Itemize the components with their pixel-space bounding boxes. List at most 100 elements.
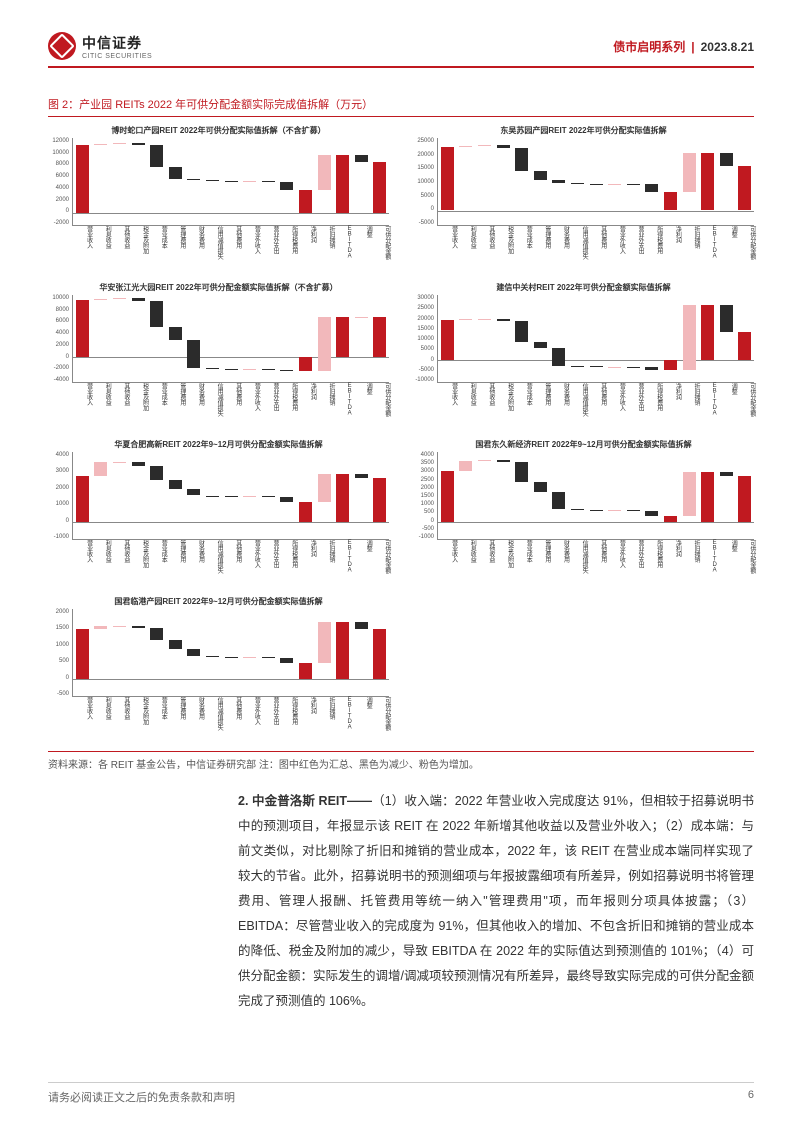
bar [318,317,331,370]
x-axis: 营业收入利息收益其他收益税金及附加营业成本管理费用财务费用信用减值损失其他费用营… [437,540,754,588]
chart-title: 华夏合肥高新REIT 2022年9~12月可供分配金额实际值拆解 [48,439,389,450]
logo-en: CITIC SECURITIES [82,53,152,60]
plot-area [72,452,389,540]
bar [497,145,510,148]
bar [355,155,368,161]
bar [262,181,275,182]
bar [571,509,584,510]
bar [225,496,238,497]
bar [299,357,312,371]
bar [552,348,565,365]
bar [683,472,696,516]
figure-title: 图 2：产业园 REITs 2022 年可供分配金额实际完成值拆解（万元） [48,96,754,117]
bar [355,474,368,478]
bar [169,327,182,339]
bar [336,474,349,522]
bar [627,184,640,185]
bar [738,332,751,361]
bar [459,319,472,320]
bar [571,183,584,184]
chart-title: 国君东久新经济REIT 2022年9~12月可供分配金额实际值拆解 [413,439,754,450]
logo-block: 中信证券 CITIC SECURITIES [48,32,152,60]
bar [459,461,472,471]
y-axis: 40003500300025002000150010005000-500-100… [413,452,437,540]
bar [243,369,256,370]
bar [206,496,219,497]
bar [299,663,312,679]
bar [76,300,89,357]
bar [645,511,658,516]
bar [76,629,89,678]
bar [206,368,219,369]
bar [318,622,331,663]
y-axis: 120001000080006000400020000-2000 [48,138,72,226]
bar [478,145,491,146]
bar [132,143,145,145]
plot-area [437,295,754,383]
bar [94,462,107,476]
waterfall-chart: 建信中关村REIT 2022年可供分配金额实际值拆解30000250002000… [413,282,754,431]
bar [373,162,386,213]
bar [299,502,312,521]
bar [280,370,293,371]
bar [318,155,331,190]
waterfall-chart: 华安张江光大园REIT 2022年可供分配金额实际值拆解（不含扩募）100008… [48,282,389,431]
x-axis: 营业收入利息收益其他收益税金及附加营业成本管理费用财务费用信用减值损失其他费用营… [437,226,754,274]
bar [627,510,640,511]
bar [262,496,275,497]
plot-area [72,609,389,697]
y-axis: 2000150010005000-500 [48,609,72,697]
bar [150,301,163,327]
x-axis: 营业收入利息收益其他收益税金及附加营业成本管理费用财务费用信用减值损失其他费用营… [72,383,389,431]
bar [738,476,751,521]
bar [318,474,331,503]
bar [94,144,107,145]
x-axis: 营业收入利息收益其他收益税金及附加营业成本管理费用财务费用信用减值损失其他费用营… [72,697,389,745]
plot-area [437,452,754,540]
bar [187,179,200,180]
bar [373,629,386,678]
bar [113,626,126,627]
footer-disclaimer: 请务必阅读正文之后的免责条款和声明 [48,1089,235,1105]
y-axis: 300002500020000150001000050000-5000-1000… [413,295,437,383]
bar [590,366,603,367]
bar [336,155,349,212]
bar [720,305,733,332]
section-title: 中金普洛斯 REIT—— [252,794,372,808]
bar [478,460,491,461]
bar [76,145,89,212]
bar [515,148,528,171]
bar [113,143,126,144]
bar [94,299,107,300]
bar [497,319,510,321]
bar [150,466,163,480]
bar [664,192,677,211]
waterfall-chart: 国君东久新经济REIT 2022年9~12月可供分配金额实际值拆解 4000350… [413,439,754,588]
bar [552,180,565,183]
bar [187,649,200,656]
bar [552,492,565,509]
section-number: 2. [238,794,248,808]
bar [169,167,182,179]
bar [441,471,454,521]
plot-area [437,138,754,226]
bar [206,656,219,657]
bar [590,510,603,511]
plot-area [72,138,389,226]
bar [608,367,621,368]
bar [280,658,293,663]
bar [534,482,547,492]
bar [206,180,219,181]
bar [280,497,293,502]
bar [336,622,349,678]
bar [515,321,528,342]
bar [497,460,510,463]
bar [132,462,145,466]
bar [169,480,182,489]
series-name: 债市启明系列 [613,38,685,55]
bar [113,298,126,299]
header-right: 债市启明系列 | 2023.8.21 [613,38,754,55]
bar [441,320,454,360]
bar [225,657,238,658]
bar [373,478,386,522]
